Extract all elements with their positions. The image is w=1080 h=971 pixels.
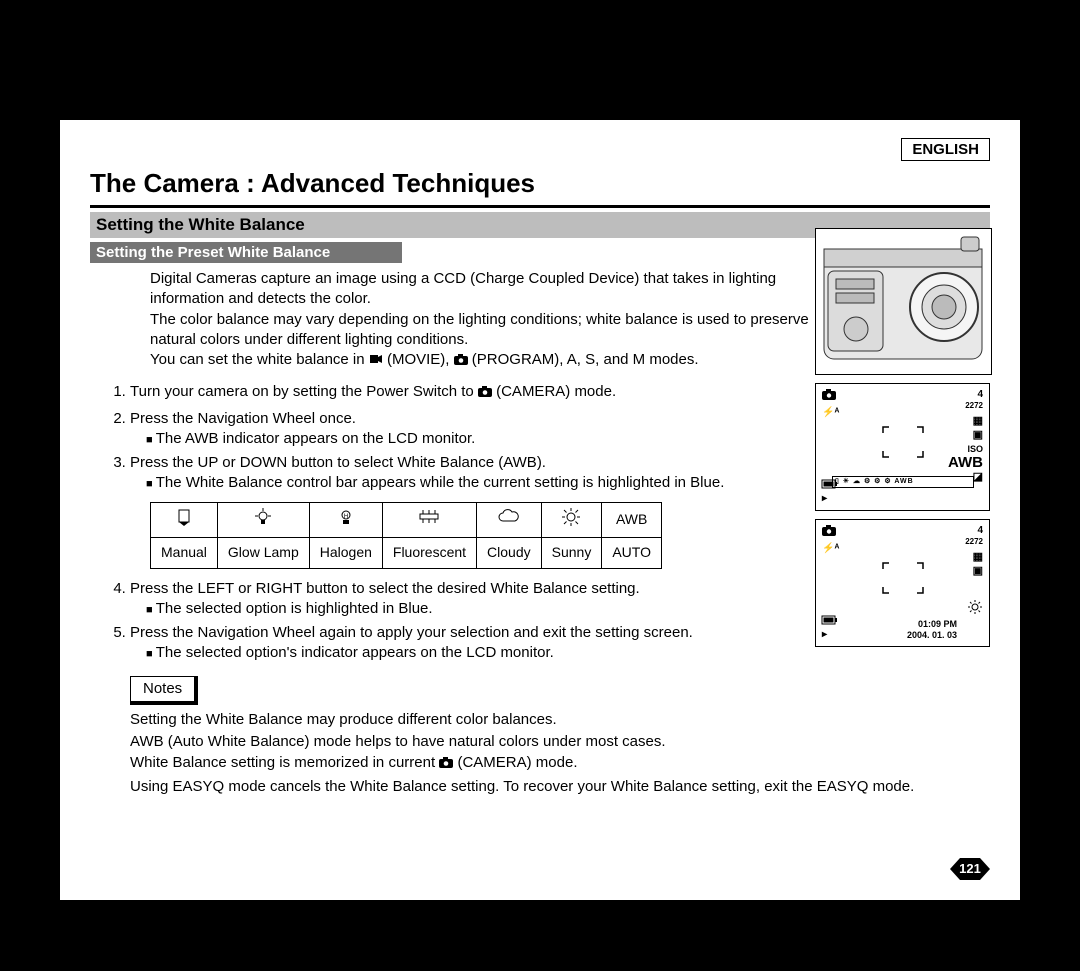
lcd-resolution: 2272 [965, 400, 983, 411]
wb-label-manual: Manual [151, 537, 218, 568]
lcd-bottom-left: ▸ [822, 615, 838, 641]
lcd-count: 4 [965, 389, 983, 400]
wb-fluorescent-icon [382, 502, 476, 537]
lcd-preview-2: ⚡ᴬ 4 2272 ▦ ▣ ▸ 01:09 PM 2004. 01 [815, 519, 990, 647]
camera-mode-icon: ⚡ᴬ [822, 525, 839, 554]
table-row: H AWB [151, 502, 662, 537]
lcd-datetime: 01:09 PM 2004. 01. 03 [907, 619, 957, 641]
awb-label: AWB [948, 456, 983, 470]
wb-label-glow: Glow Lamp [217, 537, 309, 568]
camera-illustration [815, 228, 992, 375]
notes-text: Setting the White Balance may produce di… [130, 709, 990, 798]
notes-heading: Notes [130, 676, 198, 705]
step-3: Press the UP or DOWN button to select Wh… [130, 453, 830, 494]
white-balance-table: H AWB Manual Glow Lamp Halogen Fluoresce… [150, 502, 662, 569]
camera-icon [478, 384, 492, 404]
step-2: Press the Navigation Wheel once. The AWB… [130, 409, 830, 450]
wb-awb-label: AWB [602, 502, 662, 537]
note-3b: (CAMERA) mode. [457, 754, 577, 771]
lcd-right-icons: ▦ ▣ [973, 550, 983, 578]
table-row: Manual Glow Lamp Halogen Fluorescent Clo… [151, 537, 662, 568]
step-1-text-b: (CAMERA) mode. [496, 383, 616, 400]
note-2: AWB (Auto White Balance) mode helps to h… [130, 731, 990, 753]
intro-p3: You can set the white balance in (MOVIE)… [150, 350, 830, 372]
step-4-text: Press the LEFT or RIGHT button to select… [130, 580, 640, 597]
step-list-cont: Press the LEFT or RIGHT button to select… [130, 579, 830, 664]
wb-control-bar: ▯ ☀ ☁ ⚙ ⚙ ⚙ AWB [832, 476, 974, 488]
lcd-preview-1: ⚡ᴬ 4 2272 ▦ ▣ ISO AWB ◪ ▸ ▯ ☀ ☁ ⚙ ⚙ ⚙ AW… [815, 383, 990, 511]
page-title: The Camera : Advanced Techniques [90, 168, 990, 199]
figure-column: ⚡ᴬ 4 2272 ▦ ▣ ISO AWB ◪ ▸ ▯ ☀ ☁ ⚙ ⚙ ⚙ AW… [815, 228, 990, 647]
lcd-date: 2004. 01. 03 [907, 630, 957, 641]
lcd-resolution: 2272 [965, 536, 983, 547]
note-3: White Balance setting is memorized in cu… [130, 752, 990, 776]
page-number: 121 [950, 856, 990, 882]
wb-label-fluorescent: Fluorescent [382, 537, 476, 568]
lcd-time: 01:09 PM [907, 619, 957, 630]
lcd-count: 4 [965, 525, 983, 536]
wb-manual-icon [151, 502, 218, 537]
portrait-icon: ▣ [948, 428, 983, 442]
step-3-text: Press the UP or DOWN button to select Wh… [130, 454, 546, 471]
intro-p1: Digital Cameras capture an image using a… [150, 269, 830, 310]
svg-text:H: H [344, 514, 348, 520]
step-5-text: Press the Navigation Wheel again to appl… [130, 624, 693, 641]
sunny-wb-icon [967, 599, 983, 618]
lcd-right-icons: ▦ ▣ ISO AWB ◪ [948, 414, 983, 484]
play-icon: ▸ [822, 629, 838, 641]
grid-icon: ▦ [948, 414, 983, 428]
wb-label-sunny: Sunny [541, 537, 602, 568]
subsection-heading: Setting the Preset White Balance [90, 242, 402, 263]
camera-icon [454, 352, 468, 372]
flash-auto-icon: ⚡ᴬ [822, 543, 839, 554]
camera-mode-icon: ⚡ᴬ [822, 389, 839, 418]
page-number-text: 121 [959, 861, 981, 876]
step-5: Press the Navigation Wheel again to appl… [130, 623, 830, 664]
wb-label-halogen: Halogen [309, 537, 382, 568]
note-1: Setting the White Balance may produce di… [130, 709, 990, 731]
lcd-top-right: 4 2272 [965, 389, 983, 411]
lcd-top-right: 4 2272 [965, 525, 983, 547]
step-2-text: Press the Navigation Wheel once. [130, 410, 356, 427]
flash-auto-icon: ⚡ᴬ [822, 407, 839, 418]
intro-text: Digital Cameras capture an image using a… [150, 269, 830, 372]
intro-p3b: (MOVIE), [387, 351, 454, 368]
step-4-sub: The selected option is highlighted in Bl… [146, 599, 830, 619]
step-5-sub: The selected option's indicator appears … [146, 643, 830, 663]
step-3-sub: The White Balance control bar appears wh… [146, 473, 830, 493]
wb-glow-icon [217, 502, 309, 537]
camera-icon [439, 754, 453, 776]
play-icon: ▸ [822, 493, 838, 505]
intro-p3a: You can set the white balance in [150, 351, 369, 368]
wb-label-cloudy: Cloudy [477, 537, 542, 568]
step-1-text-a: Turn your camera on by setting the Power… [130, 383, 478, 400]
grid-icon: ▦ [973, 550, 983, 564]
manual-page: ENGLISH The Camera : Advanced Techniques… [60, 120, 1020, 900]
title-rule [90, 205, 990, 208]
language-label: ENGLISH [901, 138, 990, 161]
wb-label-auto: AUTO [602, 537, 662, 568]
focus-brackets [881, 425, 925, 459]
wb-halogen-icon: H [309, 502, 382, 537]
wb-sunny-icon [541, 502, 602, 537]
intro-p2: The color balance may vary depending on … [150, 310, 830, 351]
step-2-sub: The AWB indicator appears on the LCD mon… [146, 429, 830, 449]
battery-icon [822, 615, 838, 625]
intro-p3c: (PROGRAM), A, S, and M modes. [472, 351, 699, 368]
wb-cloudy-icon [477, 502, 542, 537]
step-4: Press the LEFT or RIGHT button to select… [130, 579, 830, 620]
note-3a: White Balance setting is memorized in cu… [130, 754, 439, 771]
focus-brackets [881, 561, 925, 595]
step-1: Turn your camera on by setting the Power… [130, 382, 830, 404]
portrait-icon: ▣ [973, 564, 983, 578]
step-list: Turn your camera on by setting the Power… [130, 382, 830, 493]
movie-icon [369, 352, 383, 372]
note-4: Using EASYQ mode cancels the White Balan… [130, 776, 990, 798]
